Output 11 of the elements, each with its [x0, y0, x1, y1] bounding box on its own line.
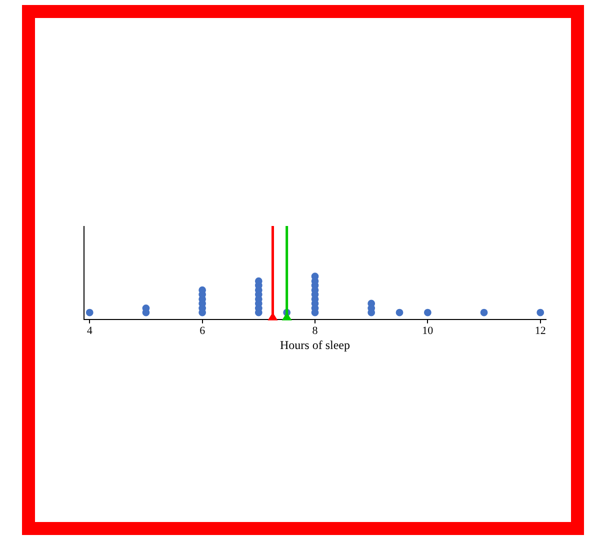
point: [86, 308, 94, 316]
x-tick-label: 12: [534, 324, 546, 337]
x-tick-label: 10: [422, 324, 434, 337]
point: [396, 308, 404, 316]
x-tick-label: 4: [86, 324, 93, 337]
point: [424, 308, 432, 316]
x-tick-label: 8: [312, 324, 318, 337]
point: [536, 308, 544, 316]
x-tick-label: 6: [200, 324, 206, 337]
x-axis-title: Hours of sleep: [280, 338, 350, 352]
point: [480, 308, 488, 316]
